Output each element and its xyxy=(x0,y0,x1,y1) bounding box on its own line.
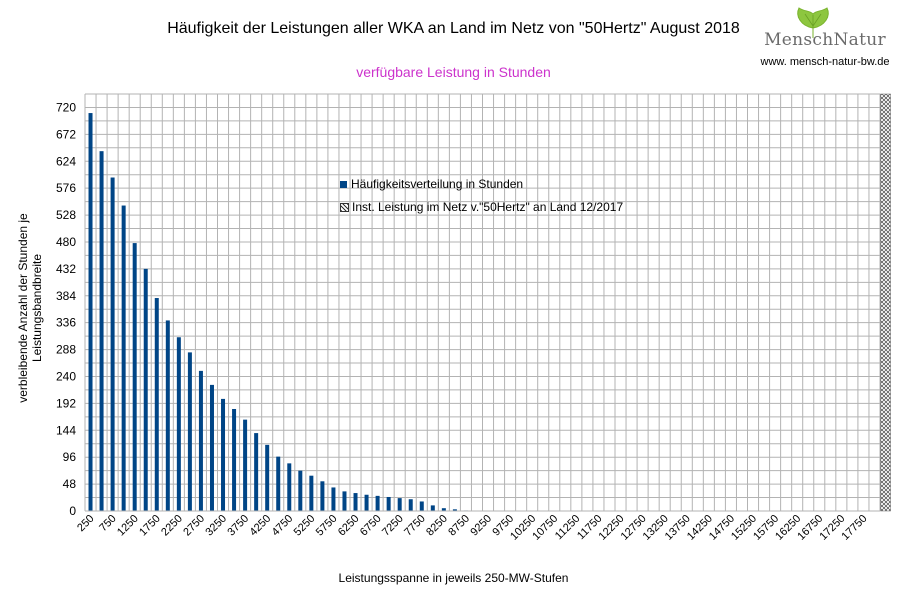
brand-logo: MenschNatur www. mensch-natur-bw.de xyxy=(755,7,895,68)
bar xyxy=(154,298,159,511)
x-tick-label: 3750 xyxy=(225,513,251,539)
x-tick-label: 1750 xyxy=(137,513,163,539)
bar xyxy=(430,505,435,511)
x-axis-label: Leistungsspanne in jeweils 250-MW-Stufen xyxy=(338,571,569,585)
bar xyxy=(441,508,446,511)
y-axis-label: verbleibende Anzahl der Stunden je Leist… xyxy=(16,213,44,403)
y-tick-label: 624 xyxy=(56,154,76,168)
bar xyxy=(408,499,413,511)
legend-swatch-hatched xyxy=(340,202,349,212)
bar xyxy=(165,320,170,511)
bar xyxy=(88,113,93,511)
y-tick-label: 528 xyxy=(56,208,76,222)
y-tick-label: 96 xyxy=(63,450,77,464)
bar xyxy=(320,481,325,511)
bar xyxy=(176,337,181,511)
bar xyxy=(452,509,457,511)
legend-label-frequency: Häufigkeitsverteilung in Stunden xyxy=(351,177,524,191)
x-tick-label: 8250 xyxy=(424,513,450,539)
chart-subtitle: verfügbare Leistung in Stunden xyxy=(356,64,551,80)
bar xyxy=(353,493,358,511)
legend-label-installed: Inst. Leistung im Netz v."50Hertz" an La… xyxy=(352,200,624,214)
bar xyxy=(298,470,303,511)
legend-swatch-bar xyxy=(340,180,347,188)
bar xyxy=(254,433,259,511)
y-tick-label: 240 xyxy=(56,369,76,383)
logo-name: MenschNatur xyxy=(764,30,886,50)
y-tick-label: 192 xyxy=(56,396,76,410)
bar xyxy=(209,384,214,511)
x-tick-label: 6250 xyxy=(336,513,362,539)
bar xyxy=(342,491,347,511)
chart-legend: Häufigkeitsverteilung in Stunden Inst. L… xyxy=(340,176,623,222)
x-tick-label: 3250 xyxy=(203,513,229,539)
x-tick-label: 10750 xyxy=(530,513,560,543)
bar xyxy=(110,177,115,512)
bar xyxy=(276,456,281,511)
bar xyxy=(221,398,226,511)
bar xyxy=(309,475,314,511)
bar xyxy=(397,498,402,511)
y-tick-label: 480 xyxy=(56,235,76,249)
bar xyxy=(375,495,380,511)
legend-entry-installed: Inst. Leistung im Netz v."50Hertz" an La… xyxy=(340,199,623,215)
x-tick-label: 8750 xyxy=(446,513,472,539)
legend-entry-frequency: Häufigkeitsverteilung in Stunden xyxy=(340,176,623,192)
x-tick-label: 7250 xyxy=(380,513,406,539)
x-tick-label: 5250 xyxy=(292,513,318,539)
y-tick-label: 0 xyxy=(69,504,76,518)
x-tick-label: 4250 xyxy=(248,513,274,539)
y-tick-label: 672 xyxy=(56,127,76,141)
ginkgo-leaf-icon xyxy=(797,7,829,38)
x-tick-label: 1250 xyxy=(115,513,141,539)
bar xyxy=(331,487,336,511)
y-tick-label: 720 xyxy=(56,100,76,114)
bar xyxy=(265,444,270,511)
x-tick-label: 17750 xyxy=(839,513,869,543)
bar xyxy=(198,370,203,511)
y-tick-label: 144 xyxy=(56,423,76,437)
x-tick-label: 2750 xyxy=(181,513,207,539)
installed-capacity-column xyxy=(880,93,891,512)
x-tick-label: 7750 xyxy=(402,513,428,539)
logo-url: www. mensch-natur-bw.de xyxy=(760,56,890,68)
y-tick-label: 384 xyxy=(56,289,76,303)
x-tick-label: 9250 xyxy=(468,513,494,539)
bar xyxy=(143,268,148,511)
bar xyxy=(132,243,137,511)
y-tick-label: 576 xyxy=(56,181,76,195)
x-tick-label: 4750 xyxy=(270,513,296,539)
bar xyxy=(187,352,192,511)
bar xyxy=(386,496,391,511)
x-tick-label: 250 xyxy=(75,513,96,534)
y-tick-label: 336 xyxy=(56,316,76,330)
y-tick-label: 288 xyxy=(56,343,76,357)
bar xyxy=(121,205,126,511)
bar xyxy=(243,419,248,511)
bar xyxy=(287,463,292,511)
bar xyxy=(99,151,104,511)
x-tick-label: 6750 xyxy=(358,513,384,539)
bar xyxy=(419,501,424,511)
y-tick-label: 48 xyxy=(63,477,77,491)
chart-title: Häufigkeit der Leistungen aller WKA an L… xyxy=(167,20,740,37)
bar xyxy=(232,408,237,511)
bar xyxy=(364,494,369,511)
y-tick-label: 432 xyxy=(56,262,76,276)
x-tick-label: 5750 xyxy=(314,513,340,539)
x-tick-label: 2250 xyxy=(159,513,185,539)
